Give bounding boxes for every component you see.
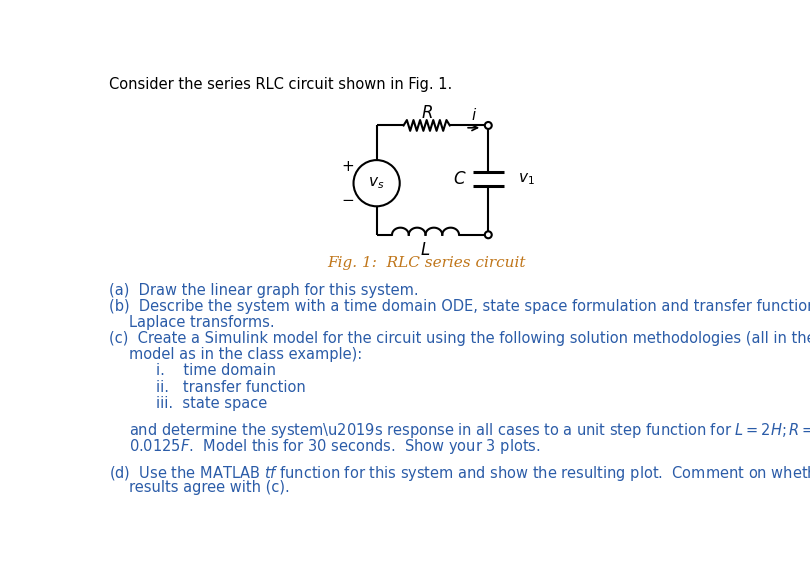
Text: $v_s$: $v_s$ [369,175,385,191]
Text: (c)  Create a Simulink model for the circuit using the following solution method: (c) Create a Simulink model for the circ… [109,331,810,346]
Text: $-$: $-$ [341,191,354,206]
Text: iii.  state space: iii. state space [156,396,266,411]
Text: (b)  Describe the system with a time domain ODE, state space formulation and tra: (b) Describe the system with a time doma… [109,299,810,314]
Text: Consider the series RLC circuit shown in Fig. 1.: Consider the series RLC circuit shown in… [109,77,453,92]
Text: and determine the system\u2019s response in all cases to a unit step function fo: and determine the system\u2019s response… [130,421,810,440]
Circle shape [485,122,492,129]
Text: $+$: $+$ [341,159,354,174]
Text: $i$: $i$ [471,107,477,123]
Text: $C$: $C$ [453,171,467,188]
Text: $0.0125F$.  Model this for 30 seconds.  Show your 3 plots.: $0.0125F$. Model this for 30 seconds. Sh… [130,437,541,456]
Text: $v_1$: $v_1$ [518,171,535,187]
Text: i.    time domain: i. time domain [156,364,275,379]
Text: ii.   transfer function: ii. transfer function [156,380,305,395]
Text: model as in the class example):: model as in the class example): [130,347,363,362]
Circle shape [485,231,492,238]
Text: $R$: $R$ [420,104,433,122]
Text: Fig. 1:  RLC series circuit: Fig. 1: RLC series circuit [327,256,526,270]
Text: (d)  Use the MATLAB $tf$ function for this system and show the resulting plot.  : (d) Use the MATLAB $tf$ function for thi… [109,464,810,484]
Text: (a)  Draw the linear graph for this system.: (a) Draw the linear graph for this syste… [109,283,419,298]
Text: Laplace transforms.: Laplace transforms. [130,315,275,330]
Text: results agree with (c).: results agree with (c). [130,481,290,496]
Text: $L$: $L$ [420,242,431,258]
